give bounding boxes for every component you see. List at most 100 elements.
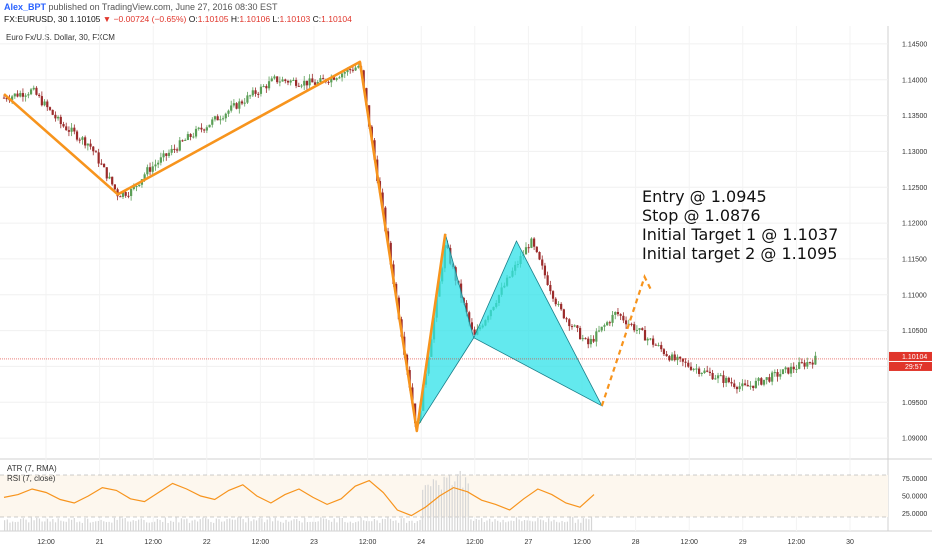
candle-body bbox=[232, 103, 235, 106]
atr-bar bbox=[301, 522, 303, 531]
candle-body bbox=[135, 186, 138, 188]
candle-body bbox=[27, 94, 30, 96]
candle-body bbox=[565, 318, 568, 320]
candle-body bbox=[603, 325, 606, 327]
atr-bar bbox=[156, 519, 158, 531]
price-tick-label: 1.12500 bbox=[902, 185, 927, 192]
time-tick-label: 12:00 bbox=[252, 539, 270, 546]
candle-body bbox=[311, 78, 314, 83]
candle-body bbox=[581, 338, 584, 340]
atr-bar bbox=[272, 521, 274, 531]
candle-body bbox=[662, 349, 666, 355]
atr-bar bbox=[105, 522, 108, 531]
candle-body bbox=[576, 325, 579, 328]
atr-bar bbox=[309, 521, 311, 531]
candle-body bbox=[32, 87, 35, 90]
candle-body bbox=[200, 127, 203, 130]
candle-body bbox=[5, 97, 8, 100]
atr-bar bbox=[419, 519, 421, 531]
candle-body bbox=[803, 362, 806, 367]
atr-bar bbox=[255, 520, 258, 531]
candle-body bbox=[765, 377, 768, 380]
candle-body bbox=[354, 67, 357, 71]
atr-bar bbox=[368, 521, 370, 531]
candle-body bbox=[357, 66, 360, 68]
atr-bar bbox=[143, 519, 145, 531]
atr-bar bbox=[483, 522, 485, 531]
atr-bar bbox=[494, 519, 496, 531]
atr-bar bbox=[9, 522, 11, 531]
atr-bar bbox=[395, 520, 397, 531]
candle-body bbox=[35, 87, 38, 95]
atr-bar bbox=[526, 520, 528, 531]
atr-bar bbox=[164, 517, 166, 531]
candle-body bbox=[733, 383, 736, 388]
candle-body bbox=[243, 102, 246, 104]
candle-body bbox=[167, 152, 171, 156]
candle-body bbox=[679, 356, 682, 359]
candle-body bbox=[132, 186, 135, 190]
candle-body bbox=[773, 372, 776, 374]
projection-line bbox=[600, 273, 653, 407]
candle-body bbox=[654, 344, 657, 346]
candle-body bbox=[11, 96, 14, 100]
atr-bar bbox=[470, 519, 472, 531]
atr-bar bbox=[344, 521, 346, 531]
atr-bar bbox=[403, 518, 405, 531]
atr-bar bbox=[590, 517, 593, 531]
atr-bar bbox=[322, 518, 325, 531]
candle-body bbox=[221, 118, 225, 120]
candle-body bbox=[562, 309, 565, 319]
candle-body bbox=[78, 139, 81, 141]
grid bbox=[0, 26, 888, 531]
atr-bar bbox=[288, 521, 290, 531]
atr-bar bbox=[17, 521, 19, 531]
candle-body bbox=[743, 383, 747, 385]
atr-bar bbox=[103, 521, 105, 531]
atr-bar bbox=[113, 517, 116, 531]
atr-bar bbox=[312, 521, 314, 531]
candle-body bbox=[687, 362, 690, 367]
atr-bar bbox=[381, 518, 384, 531]
price-tick-label: 1.12000 bbox=[902, 221, 927, 228]
candle-body bbox=[148, 167, 152, 172]
open-value: 1.10105 bbox=[197, 14, 229, 24]
time-tick-label: 12:00 bbox=[788, 539, 806, 546]
candle-body bbox=[549, 284, 552, 292]
projection-dashed-line bbox=[600, 273, 653, 407]
candle-body bbox=[771, 372, 774, 382]
candle-body bbox=[346, 69, 349, 73]
candle-body bbox=[262, 86, 265, 88]
candle-body bbox=[216, 116, 219, 121]
atr-bar bbox=[154, 521, 156, 531]
candle-body bbox=[197, 127, 200, 129]
candle-body bbox=[284, 79, 287, 81]
candle-body bbox=[278, 81, 281, 83]
candle-body bbox=[557, 303, 560, 305]
candle-body bbox=[722, 375, 725, 383]
atr-bar bbox=[432, 479, 434, 531]
atr-bar bbox=[435, 480, 437, 531]
candle-body bbox=[741, 383, 744, 387]
atr-bar bbox=[440, 489, 443, 531]
candle-body bbox=[641, 328, 644, 331]
candle-body bbox=[600, 326, 603, 331]
atr-bar bbox=[510, 520, 512, 531]
atr-bar bbox=[231, 519, 233, 531]
candle-body bbox=[267, 81, 271, 89]
atr-bar bbox=[127, 521, 129, 531]
candle-body bbox=[151, 166, 154, 172]
published-text: published on TradingView.com, June 27, 2… bbox=[48, 2, 278, 12]
candle-body bbox=[703, 370, 706, 373]
atr-bar bbox=[46, 518, 49, 531]
candle-body bbox=[203, 129, 206, 131]
atr-bar bbox=[22, 518, 24, 531]
candle-body bbox=[657, 345, 660, 347]
candle-body bbox=[646, 338, 649, 341]
atr-bar bbox=[245, 522, 247, 531]
atr-bar bbox=[580, 522, 582, 531]
atr-bar bbox=[389, 518, 392, 531]
author-link[interactable]: Alex_BPT bbox=[4, 2, 47, 12]
